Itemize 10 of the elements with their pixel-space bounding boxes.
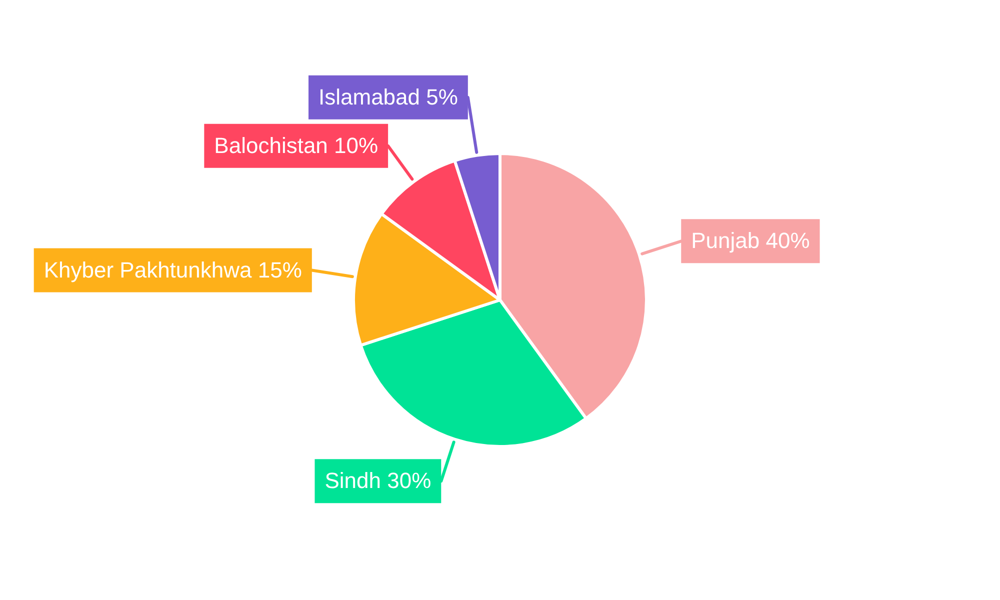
slice-label: Khyber Pakhtunkhwa — [44, 257, 253, 282]
data-label: 10% — [334, 132, 378, 158]
data-label: 30% — [387, 468, 432, 494]
slice-label: Sindh — [324, 468, 382, 494]
slice-label: Punjab — [691, 228, 760, 254]
data-label: 5% — [426, 84, 458, 110]
slice-label: Islamabad — [318, 84, 420, 110]
data-label: 15% — [258, 257, 302, 282]
data-label: 40% — [766, 228, 810, 254]
slice-label: Balochistan — [214, 132, 328, 158]
